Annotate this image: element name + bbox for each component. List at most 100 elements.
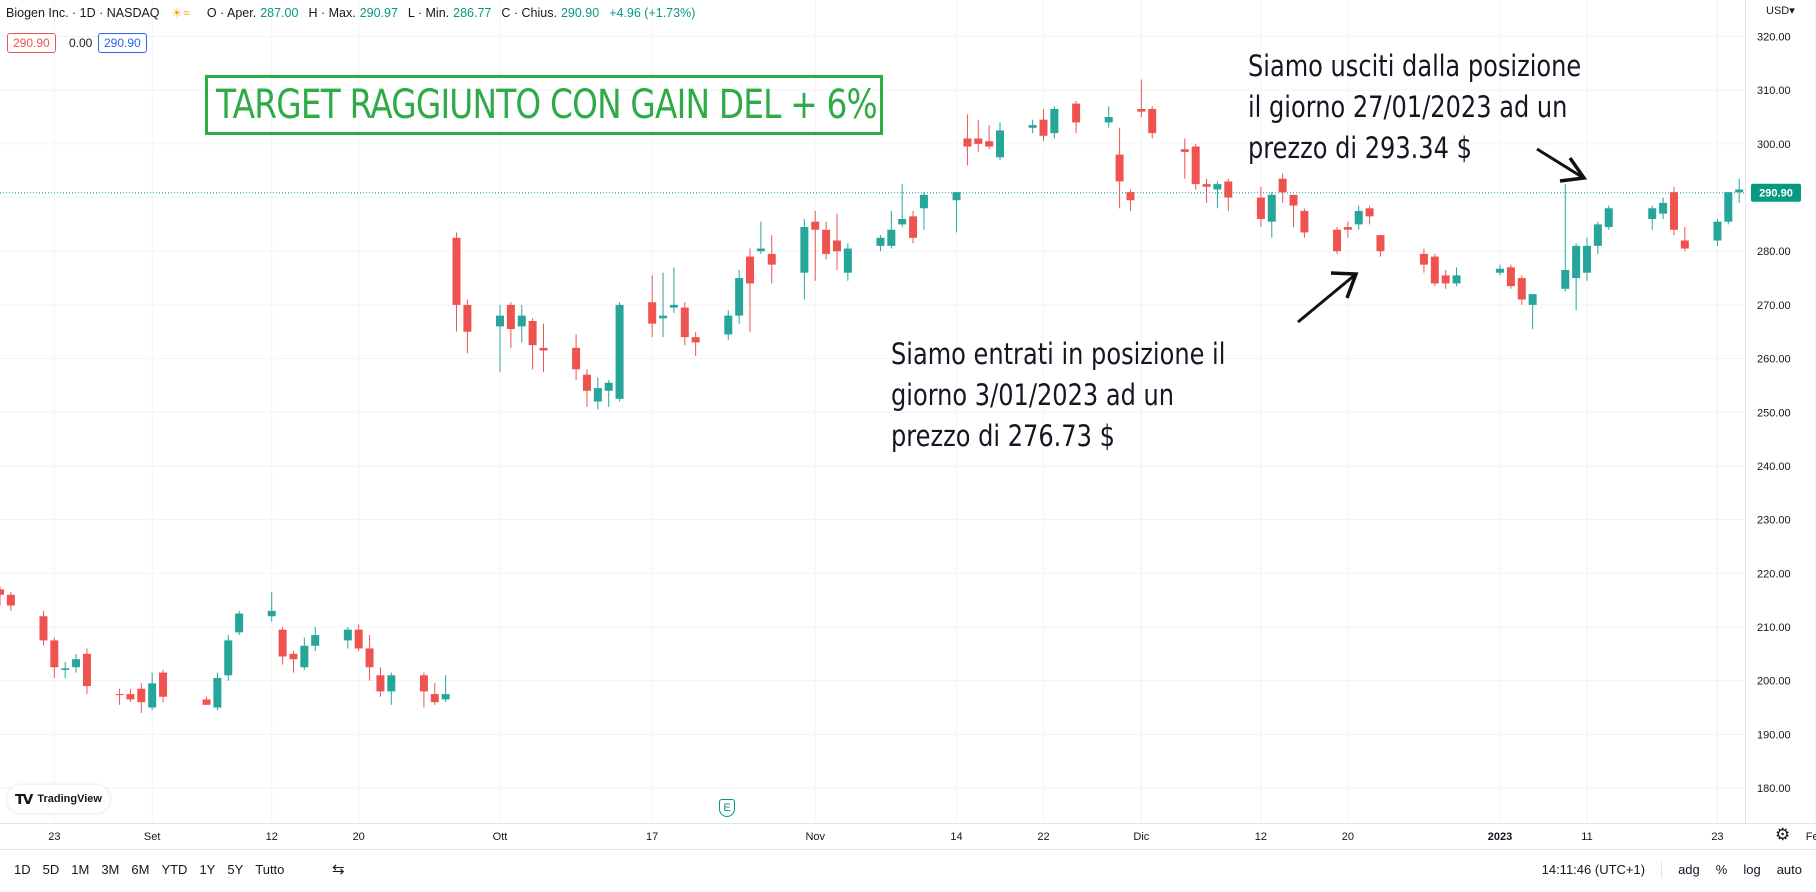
candle[interactable] — [1267, 192, 1276, 238]
candle[interactable] — [50, 637, 59, 678]
candle[interactable] — [506, 302, 515, 348]
candle[interactable] — [1659, 197, 1668, 220]
candle[interactable] — [1496, 264, 1505, 276]
symbol-title[interactable]: Biogen Inc. · 1D · NASDAQ — [6, 6, 160, 20]
adjust-toggle[interactable]: adg — [1678, 862, 1700, 877]
candle[interactable] — [1278, 173, 1287, 203]
candle[interactable] — [735, 270, 744, 324]
candle[interactable] — [1180, 138, 1189, 179]
candle[interactable] — [832, 213, 841, 271]
candle[interactable] — [919, 192, 928, 230]
candle[interactable] — [1137, 79, 1146, 118]
candle[interactable] — [1419, 248, 1428, 273]
candle[interactable] — [202, 696, 211, 705]
candle[interactable] — [6, 592, 15, 611]
auto-toggle[interactable]: auto — [1776, 862, 1802, 877]
candle[interactable] — [1039, 108, 1048, 142]
candle[interactable] — [800, 219, 809, 300]
range-1d[interactable]: 1D — [14, 862, 31, 877]
candle[interactable] — [387, 672, 396, 705]
candle[interactable] — [746, 248, 755, 332]
candle[interactable] — [604, 380, 613, 407]
candle[interactable] — [300, 637, 309, 670]
candle[interactable] — [669, 267, 678, 313]
range-5d[interactable]: 5D — [42, 862, 60, 877]
candle[interactable] — [996, 122, 1005, 160]
candle[interactable] — [539, 323, 548, 372]
candle[interactable] — [615, 302, 624, 402]
candle[interactable] — [1528, 294, 1537, 330]
time-axis[interactable]: 1523Set1220Ott17Nov1422Dic122020231123Fe… — [0, 823, 1816, 844]
candle[interactable] — [876, 235, 885, 252]
candle[interactable] — [1104, 106, 1113, 128]
candle[interactable] — [1343, 221, 1352, 238]
sun-and-wave-icon[interactable]: ☀≈ — [171, 6, 191, 20]
tradingview-logo[interactable]: 𝗧𝗩 TradingView — [7, 785, 110, 813]
candle[interactable] — [1126, 189, 1135, 211]
log-toggle[interactable]: log — [1743, 862, 1761, 877]
candle[interactable] — [1148, 106, 1157, 139]
candle[interactable] — [82, 648, 91, 695]
candlestick-chart[interactable]: 180.00190.00200.00210.00220.00230.00240.… — [0, 0, 1816, 849]
candle[interactable] — [463, 299, 472, 354]
price-axis[interactable]: 180.00 190.00 200.00 210.00 220.00 230.00 240.… — [1745, 0, 1802, 823]
candle[interactable] — [1724, 192, 1733, 225]
candle[interactable] — [1224, 178, 1233, 211]
candle[interactable] — [1735, 178, 1744, 203]
candle[interactable] — [1354, 205, 1363, 230]
candle[interactable] — [452, 232, 461, 332]
candle[interactable] — [898, 184, 907, 228]
range-3m[interactable]: 3M — [101, 862, 120, 877]
candle[interactable] — [1680, 227, 1689, 252]
candle[interactable] — [1452, 267, 1461, 287]
candle[interactable] — [137, 683, 146, 713]
candle[interactable] — [354, 624, 363, 652]
candle[interactable] — [593, 377, 602, 410]
candle[interactable] — [289, 651, 298, 673]
candle[interactable] — [887, 210, 896, 249]
candle[interactable] — [115, 688, 124, 705]
sell-price-box[interactable]: 290.90 — [7, 33, 56, 53]
candle[interactable] — [1332, 227, 1341, 254]
candle[interactable] — [1365, 205, 1374, 225]
candle[interactable] — [1289, 194, 1298, 228]
candle[interactable] — [985, 125, 994, 150]
candle[interactable] — [1430, 253, 1439, 287]
candle[interactable] — [1300, 208, 1309, 238]
candle[interactable] — [441, 675, 450, 703]
candle[interactable] — [224, 635, 233, 681]
candle[interactable] — [419, 672, 428, 708]
candle[interactable] — [39, 610, 48, 646]
candle[interactable] — [267, 592, 276, 622]
candle[interactable] — [952, 192, 961, 233]
candle[interactable] — [376, 667, 385, 697]
candle[interactable] — [909, 210, 918, 244]
candle[interactable] — [235, 610, 244, 636]
candle[interactable] — [0, 586, 4, 606]
candle[interactable] — [126, 688, 135, 703]
clock-time[interactable]: 14:11:46 (UTC+1) — [1541, 862, 1646, 877]
range-1y[interactable]: 1Y — [199, 862, 216, 877]
buy-price-box[interactable]: 290.90 — [98, 33, 147, 53]
candle[interactable] — [1028, 119, 1037, 134]
candle[interactable] — [756, 221, 765, 254]
candle[interactable] — [72, 653, 81, 673]
range-6m[interactable]: 6M — [131, 862, 150, 877]
candle[interactable] — [430, 683, 439, 705]
candle[interactable] — [582, 369, 591, 407]
candle[interactable] — [365, 635, 374, 681]
candle[interactable] — [528, 318, 537, 370]
candle[interactable] — [1561, 184, 1570, 292]
currency-label[interactable]: USD▾ — [1766, 5, 1795, 17]
range-all[interactable]: Tutto — [255, 862, 285, 877]
candle[interactable] — [278, 626, 287, 665]
date-range-icon[interactable]: ⇆ — [332, 861, 345, 878]
candle[interactable] — [680, 302, 689, 346]
candle[interactable] — [496, 304, 504, 372]
candle[interactable] — [1376, 235, 1385, 257]
candle[interactable] — [811, 210, 820, 281]
candle[interactable] — [1072, 100, 1081, 134]
candle[interactable] — [1593, 221, 1602, 254]
candle[interactable] — [1115, 127, 1124, 209]
candle[interactable] — [1648, 205, 1657, 230]
